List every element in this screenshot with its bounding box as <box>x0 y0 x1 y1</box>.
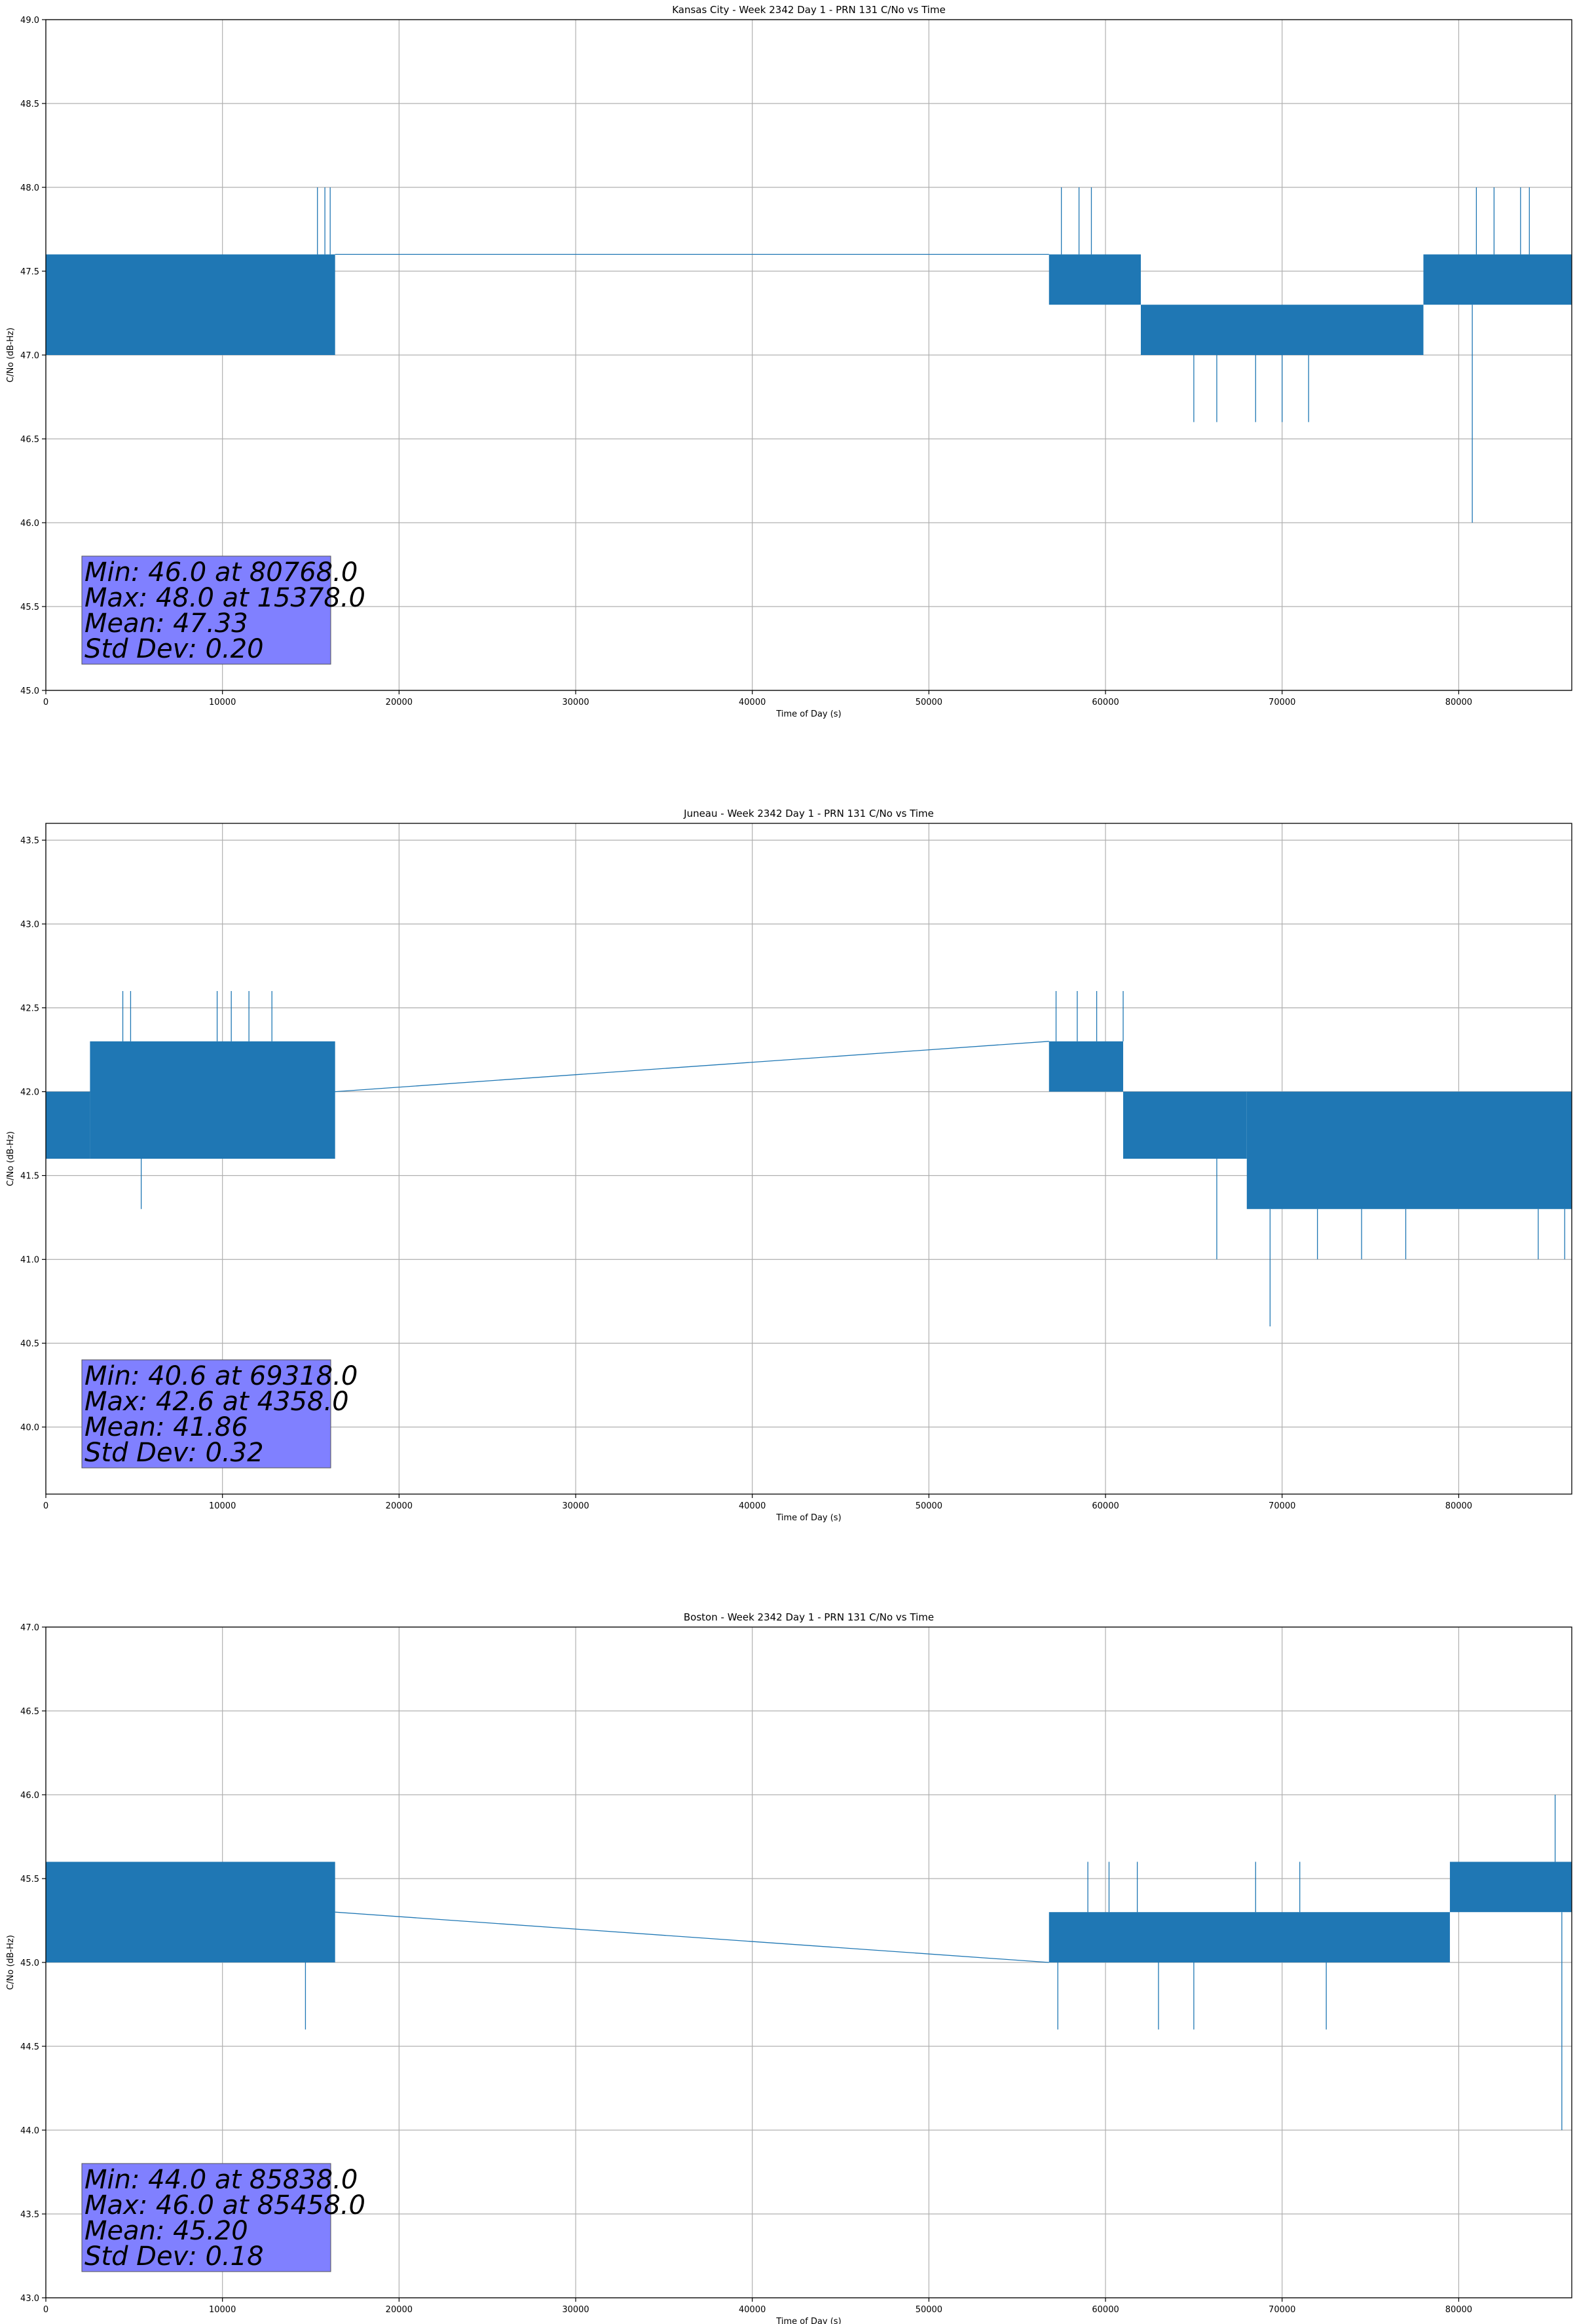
chart-1-ytick-label-2: 41.0 <box>20 1256 39 1265</box>
chart-1-band-0 <box>46 1091 90 1159</box>
chart-1-stats-line-1: Max: 42.6 at 4358.0 <box>84 1387 349 1417</box>
chart-2-ytick-label-4: 45.0 <box>20 1959 39 1968</box>
chart-2-xtick-label-3: 30000 <box>562 2305 589 2315</box>
chart-0-stats-box <box>81 555 331 665</box>
chart-1-band-1 <box>90 1041 335 1159</box>
chart-1-xtick-label-2: 20000 <box>386 1501 413 1511</box>
panel-juneau: 0 10000 20000 30000 40000 50000 60000 70000 8000… <box>6 808 1572 1523</box>
chart-2-ylabel: C/No (dB-Hz) <box>6 1935 16 1990</box>
chart-1-stats-line-0: Min: 40.6 at 69318.0 <box>84 1361 358 1391</box>
chart-1-band-3 <box>1123 1091 1247 1159</box>
chart-2-stats-line-1: Max: 46.0 at 85458.0 <box>84 2190 365 2221</box>
chart-2-stats-box <box>81 2163 331 2272</box>
chart-0-xtick-label-8: 80000 <box>1445 698 1472 707</box>
chart-2-ytick-label-8: 47.0 <box>20 1623 39 1633</box>
chart-2-stats-line-3: Std Dev: 0.18 <box>84 2241 264 2272</box>
chart-2-ytick-label-3: 44.5 <box>20 2042 39 2052</box>
chart-1-band-4 <box>1246 1091 1572 1209</box>
chart-2-xtick-label-8: 80000 <box>1445 2305 1472 2315</box>
chart-0-xtick-label-0: 0 <box>43 698 48 707</box>
chart-2-xtick-label-2: 20000 <box>386 2305 413 2315</box>
chart-0-ytick-label-1: 45.5 <box>20 603 39 612</box>
chart-1-xtick-label-7: 70000 <box>1269 1501 1295 1511</box>
chart-1-gap-connector <box>335 1041 1049 1093</box>
chart-0-xtick-label-1: 10000 <box>209 698 236 707</box>
chart-1-xtick-label-1: 10000 <box>209 1501 236 1511</box>
chart-1-xtick-label-3: 30000 <box>562 1501 589 1511</box>
chart-1-stats-line-2: Mean: 41.86 <box>84 1412 248 1442</box>
chart-0-ytick-label-2: 46.0 <box>20 519 39 529</box>
chart-2-stats-line-0: Min: 44.0 at 85838.0 <box>84 2165 358 2195</box>
chart-0-band-1 <box>1048 254 1141 305</box>
chart-0-stats-line-2: Mean: 47.33 <box>84 609 248 639</box>
chart-1-ytick-label-6: 43.0 <box>20 920 39 930</box>
chart-0-ytick-label-6: 48.0 <box>20 183 39 193</box>
chart-0-xtick-label-6: 60000 <box>1092 698 1119 707</box>
chart-0-xlabel: Time of Day (s) <box>775 709 841 719</box>
chart-0-stats-line-0: Min: 46.0 at 80768.0 <box>84 557 358 588</box>
chart-0-ytick-label-7: 48.5 <box>20 100 39 109</box>
chart-0-xtick-label-3: 30000 <box>562 698 589 707</box>
chart-2-ytick-label-7: 46.5 <box>20 1707 39 1717</box>
chart-1-xtick-label-0: 0 <box>43 1501 48 1511</box>
chart-1-xtick-label-5: 50000 <box>916 1501 942 1511</box>
chart-2-band-0 <box>46 1862 335 1962</box>
chart-2-xtick-label-5: 50000 <box>916 2305 942 2315</box>
chart-1-ytick-label-4: 42.0 <box>20 1088 39 1098</box>
chart-0-xtick-label-5: 50000 <box>916 698 942 707</box>
chart-1-title: Juneau - Week 2342 Day 1 - PRN 131 C/No … <box>683 808 934 819</box>
chart-2-xtick-label-0: 0 <box>43 2305 48 2315</box>
chart-0-stats-line-3: Std Dev: 0.20 <box>84 634 264 664</box>
chart-1-band-2 <box>1048 1041 1124 1092</box>
chart-0-ytick-label-3: 46.5 <box>20 435 39 445</box>
chart-1-xlabel: Time of Day (s) <box>775 1513 841 1523</box>
chart-1-xtick-label-8: 80000 <box>1445 1501 1472 1511</box>
chart-0-xtick-label-4: 40000 <box>739 698 766 707</box>
chart-1-xtick-label-6: 60000 <box>1092 1501 1119 1511</box>
chart-1-xtick-label-4: 40000 <box>739 1501 766 1511</box>
chart-2-ytick-label-2: 44.0 <box>20 2126 39 2136</box>
chart-0-xtick-label-7: 70000 <box>1269 698 1295 707</box>
chart-2-xtick-label-7: 70000 <box>1269 2305 1295 2315</box>
chart-2-xtick-label-6: 60000 <box>1092 2305 1119 2315</box>
chart-2-xlabel: Time of Day (s) <box>775 2317 841 2324</box>
chart-1-ytick-label-3: 41.5 <box>20 1172 39 1182</box>
chart-0-ytick-label-4: 47.0 <box>20 351 39 361</box>
chart-0-stats-line-1: Max: 48.0 at 15378.0 <box>84 583 365 613</box>
chart-1-ylabel: C/No (dB-Hz) <box>6 1131 16 1186</box>
chart-1-ytick-label-5: 42.5 <box>20 1004 39 1014</box>
chart-2-ytick-label-1: 43.5 <box>20 2210 39 2220</box>
chart-2-ytick-label-5: 45.5 <box>20 1875 39 1884</box>
chart-2-band-2 <box>1449 1862 1572 1913</box>
chart-0-ytick-label-8: 49.0 <box>20 16 39 26</box>
chart-2-ytick-label-0: 43.0 <box>20 2294 39 2304</box>
chart-2-title: Boston - Week 2342 Day 1 - PRN 131 C/No … <box>684 1611 934 1623</box>
chart-0-ylabel: C/No (dB-Hz) <box>6 328 16 383</box>
chart-1-ytick-label-0: 40.0 <box>20 1423 39 1433</box>
chart-0-ytick-label-5: 47.5 <box>20 267 39 277</box>
chart-0-band-3 <box>1423 254 1572 305</box>
chart-1-ytick-label-1: 40.5 <box>20 1340 39 1349</box>
panel-kansas-city: 0 10000 20000 30000 40000 50000 60000 70000 8000… <box>6 4 1572 719</box>
chart-2-xtick-label-1: 10000 <box>209 2305 236 2315</box>
chart-0-ytick-label-0: 45.0 <box>20 686 39 696</box>
chart-1-stats-box <box>81 1359 331 1469</box>
chart-0-xtick-label-2: 20000 <box>386 698 413 707</box>
chart-2-gap-connector <box>335 1911 1049 1963</box>
chart-1-axes-frame <box>45 823 1572 1495</box>
chart-2-stats-line-2: Mean: 45.20 <box>84 2216 248 2246</box>
chart-1-stats-line-3: Std Dev: 0.32 <box>84 1438 264 1468</box>
chart-0-band-0 <box>46 254 335 355</box>
chart-0-band-2 <box>1140 305 1424 355</box>
chart-0-title: Kansas City - Week 2342 Day 1 - PRN 131 … <box>672 4 946 16</box>
chart-2-xtick-label-4: 40000 <box>739 2305 766 2315</box>
panel-boston: 0 10000 20000 30000 40000 50000 60000 70000 8000… <box>6 1611 1572 2324</box>
chart-2-band-1 <box>1048 1912 1450 1962</box>
chart-2-ytick-label-6: 46.0 <box>20 1791 39 1801</box>
chart-1-ytick-label-7: 43.5 <box>20 836 39 846</box>
